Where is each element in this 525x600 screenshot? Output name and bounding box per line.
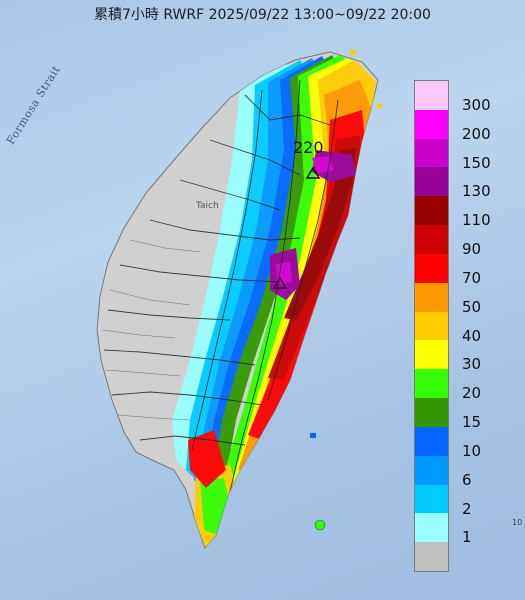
legend-swatch [415, 253, 448, 283]
legend-label: 300 [462, 96, 491, 114]
legend-item: 150 [462, 138, 522, 172]
legend-swatch [415, 398, 448, 427]
legend-item: 50 [462, 282, 522, 316]
legend-label: 20 [462, 384, 482, 403]
legend-label: 200 [462, 124, 491, 143]
legend-label: 2 [462, 499, 472, 518]
legend-item: 110 [462, 195, 522, 229]
legend-swatch [415, 81, 448, 110]
legend-item: 15 [462, 397, 522, 431]
legend-swatch [415, 225, 448, 254]
legend-item: 40 [462, 311, 522, 345]
max-marker-triangle [305, 166, 321, 179]
legend-swatch [415, 196, 448, 226]
map-title: 累積7小時 RWRF 2025/09/22 13:00~09/22 20:00 [94, 7, 431, 23]
legend-label: 70 [462, 268, 482, 287]
max-value-label: 220 [293, 138, 324, 157]
legend-swatch [415, 109, 448, 139]
legend-label: 90 [462, 240, 482, 259]
legend-swatch [415, 369, 448, 399]
offshore-rain-blob [310, 433, 316, 438]
legend-item: 20 [462, 368, 522, 402]
legend-color-bar [414, 80, 449, 572]
legend-swatch [415, 426, 448, 456]
legend-label: 40 [462, 326, 482, 345]
legend-label: 130 [462, 182, 491, 201]
legend-label: 15 [462, 413, 482, 432]
legend-swatch [415, 455, 448, 485]
legend-item [462, 541, 522, 570]
legend-swatch [415, 167, 448, 197]
legend-label: 10 [462, 441, 482, 460]
legend-label: 30 [462, 355, 482, 374]
legend-label: 150 [462, 153, 491, 172]
legend-item: 300 [462, 80, 522, 114]
corner-text: 10 [512, 518, 523, 527]
legend-swatch [415, 282, 448, 312]
legend-label: 1 [462, 528, 472, 547]
legend-label: 110 [462, 211, 491, 230]
legend-item: 200 [462, 109, 522, 143]
legend-item: 6 [462, 455, 522, 489]
max-marker-triangle [272, 276, 288, 289]
legend-item: 130 [462, 166, 522, 200]
legend-swatch [415, 542, 448, 572]
legend-item: 90 [462, 224, 522, 258]
city-label: Taich [196, 201, 219, 211]
legend-swatch [415, 513, 448, 543]
offshore-rain-blob [314, 519, 326, 531]
legend-swatch [415, 484, 448, 514]
legend-swatch [415, 340, 448, 370]
offshore-rain-blob [350, 50, 356, 55]
legend-item: 10 [462, 426, 522, 460]
legend-item: 30 [462, 339, 522, 373]
legend-label: 6 [462, 470, 472, 489]
legend-swatch [415, 138, 448, 168]
legend-swatch [415, 311, 448, 341]
legend-item: 2 [462, 484, 522, 518]
offshore-rain-blob [377, 104, 382, 108]
legend-item: 1 [462, 512, 522, 546]
legend-labels: 300 200 150 130 110 90 70 50 40 30 20 15 10 6 2 1 [462, 80, 522, 570]
legend-item: 70 [462, 253, 522, 287]
legend-label: 50 [462, 297, 482, 316]
